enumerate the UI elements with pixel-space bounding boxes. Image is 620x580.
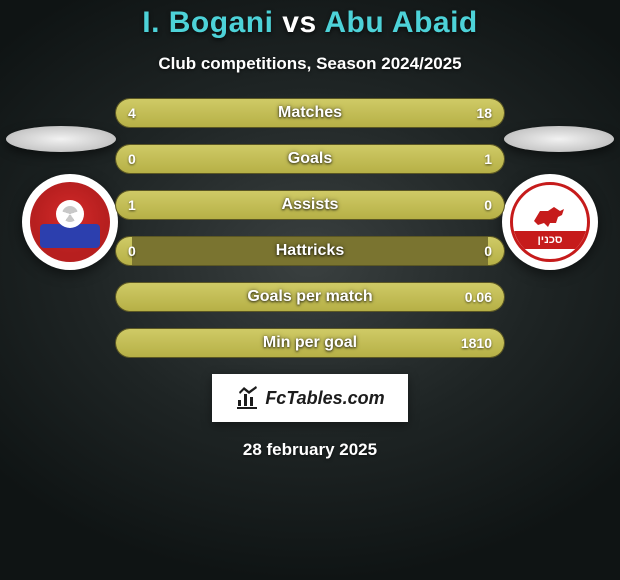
player-b-spot <box>504 126 614 152</box>
player-a-name: I. Bogani <box>142 6 273 39</box>
stat-bars: Matches418 Goals01 Assists10 Hattricks00 Goa… <box>115 98 505 358</box>
date-label: 28 february 2025 <box>0 440 620 460</box>
bar-fill-right <box>132 329 504 357</box>
bar-fill-left <box>116 191 488 219</box>
goat-icon <box>530 201 570 229</box>
brand-tag: FcTables.com <box>212 374 408 422</box>
club-a-logo-art <box>30 182 110 262</box>
bar-fill-left <box>116 145 132 173</box>
stat-bar: Matches418 <box>115 98 505 128</box>
stat-bar: Assists10 <box>115 190 505 220</box>
bar-fill-left <box>116 329 132 357</box>
club-b-logo-art: סכנין <box>510 182 590 262</box>
club-b-logo: סכנין <box>502 174 598 270</box>
bar-fill-right <box>132 283 504 311</box>
bar-fill-right <box>186 99 504 127</box>
bar-fill-right <box>132 145 504 173</box>
bar-fill-left <box>116 283 132 311</box>
player-b-name: Abu Abaid <box>324 6 477 39</box>
stat-bar: Goals01 <box>115 144 505 174</box>
player-a-spot <box>6 126 116 152</box>
stat-bar: Goals per match0.06 <box>115 282 505 312</box>
comparison-card: I. Bogani vs Abu Abaid Club competitions… <box>0 0 620 580</box>
chart-icon <box>235 386 259 410</box>
stat-bar: Min per goal1810 <box>115 328 505 358</box>
club-b-band-text: סכנין <box>513 231 587 249</box>
page-title: I. Bogani vs Abu Abaid <box>0 6 620 40</box>
bar-fill-right <box>488 237 504 265</box>
ball-icon <box>56 200 84 228</box>
subtitle: Club competitions, Season 2024/2025 <box>0 54 620 74</box>
bar-label: Hattricks <box>116 237 504 265</box>
vs-label: vs <box>282 6 316 39</box>
club-a-logo <box>22 174 118 270</box>
bar-fill-left <box>116 237 132 265</box>
brand-text: FcTables.com <box>265 388 384 409</box>
stat-bar: Hattricks00 <box>115 236 505 266</box>
bar-fill-left <box>116 99 186 127</box>
